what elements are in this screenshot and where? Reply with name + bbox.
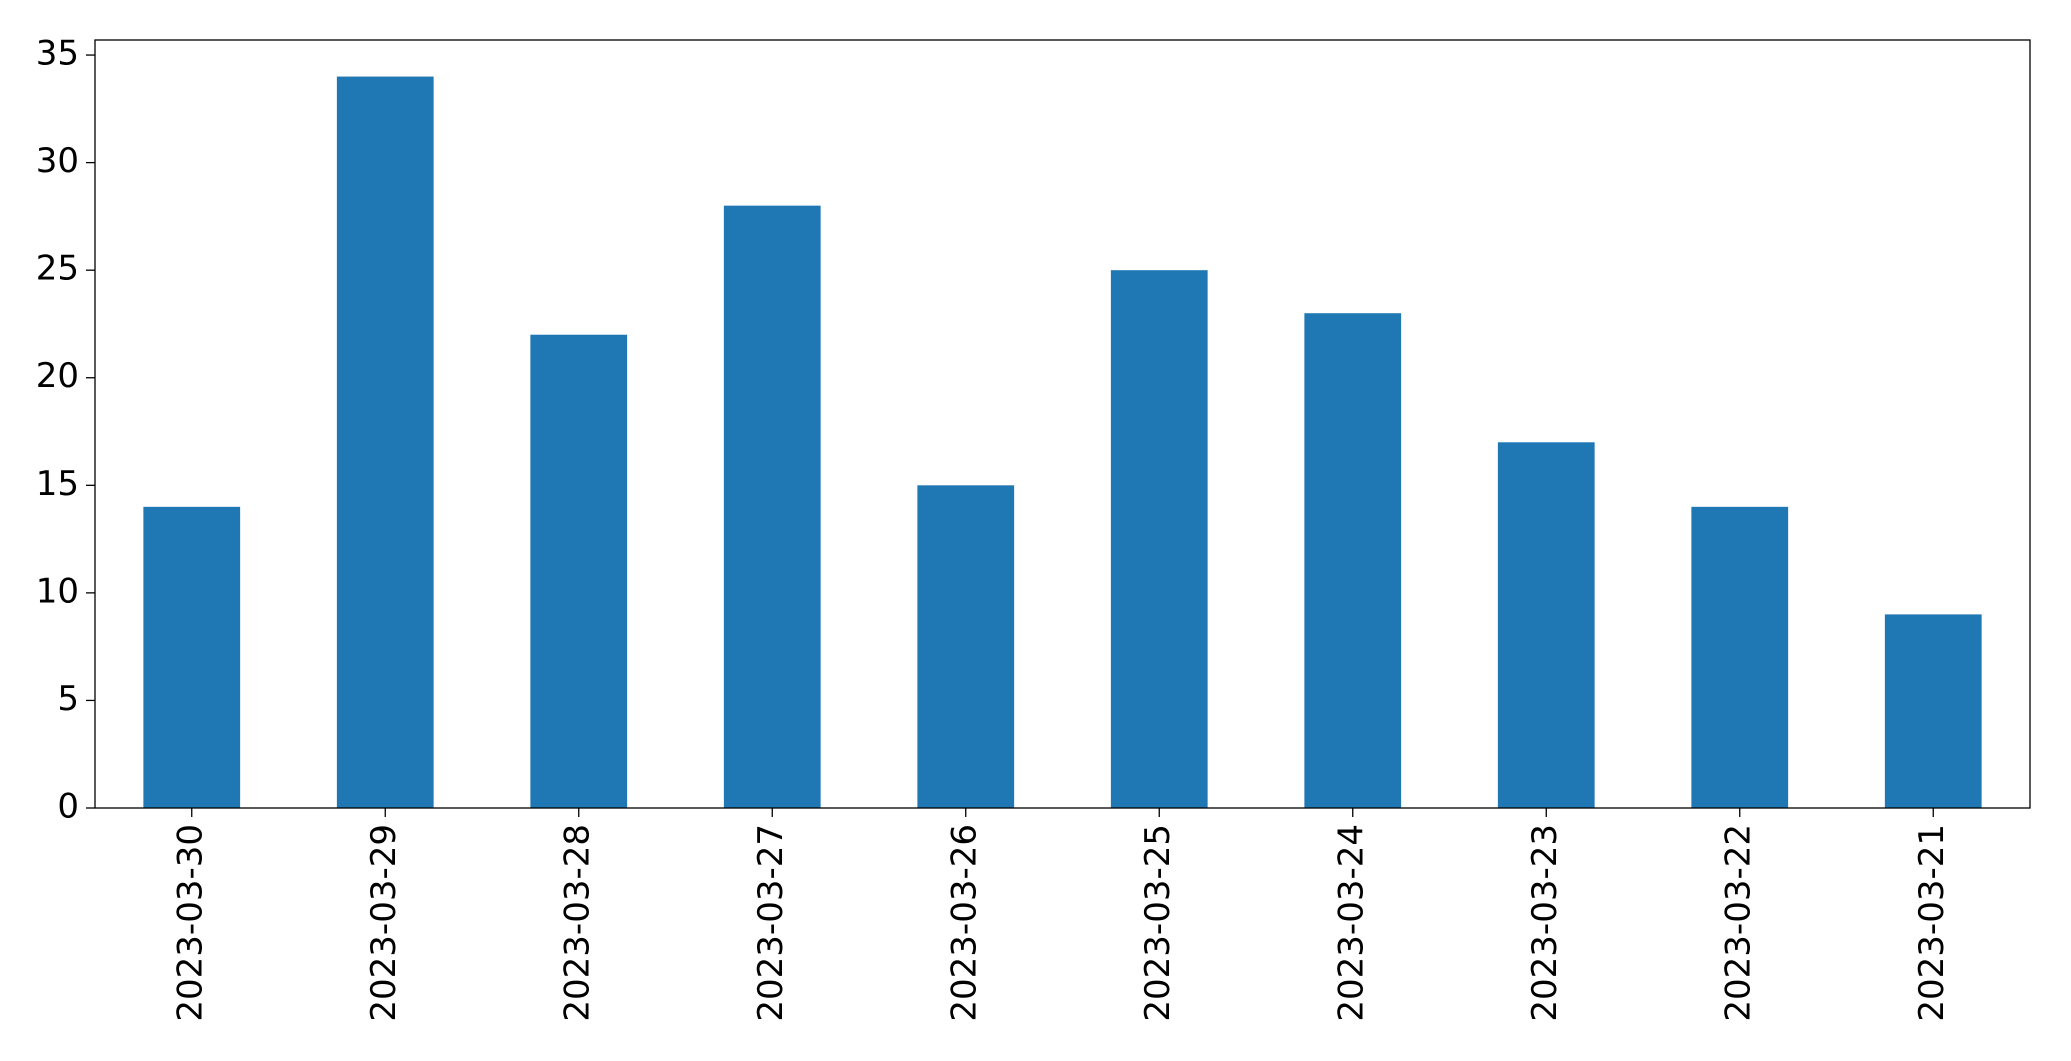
x-tick-label: 2023-03-24 bbox=[1331, 824, 1371, 1022]
y-tick-label: 20 bbox=[36, 356, 79, 396]
y-tick-label: 30 bbox=[36, 141, 79, 181]
bar bbox=[143, 506, 241, 808]
bar bbox=[336, 76, 434, 809]
bar bbox=[1497, 442, 1595, 808]
x-tick-label: 2023-03-22 bbox=[1718, 824, 1758, 1022]
bar bbox=[530, 334, 628, 808]
x-tick-label: 2023-03-25 bbox=[1138, 824, 1178, 1022]
x-tick-label: 2023-03-30 bbox=[170, 824, 210, 1022]
bar bbox=[723, 205, 821, 808]
bar bbox=[1691, 506, 1789, 808]
bar bbox=[1884, 614, 1982, 808]
y-tick-label: 0 bbox=[57, 787, 79, 827]
y-tick-label: 25 bbox=[36, 249, 79, 289]
y-tick-label: 35 bbox=[36, 34, 79, 74]
x-tick-label: 2023-03-26 bbox=[944, 824, 984, 1022]
y-tick-label: 5 bbox=[57, 679, 79, 719]
bar bbox=[1304, 313, 1402, 808]
x-tick-label: 2023-03-23 bbox=[1525, 824, 1565, 1022]
x-tick-label: 2023-03-27 bbox=[751, 824, 791, 1022]
bar bbox=[1110, 270, 1208, 808]
x-tick-label: 2023-03-29 bbox=[364, 824, 404, 1022]
x-tick-label: 2023-03-21 bbox=[1912, 824, 1952, 1022]
y-tick-label: 15 bbox=[36, 464, 79, 504]
bar bbox=[917, 485, 1015, 808]
y-tick-label: 10 bbox=[36, 571, 79, 611]
x-tick-label: 2023-03-28 bbox=[557, 824, 597, 1022]
plot-frame bbox=[94, 39, 2031, 809]
